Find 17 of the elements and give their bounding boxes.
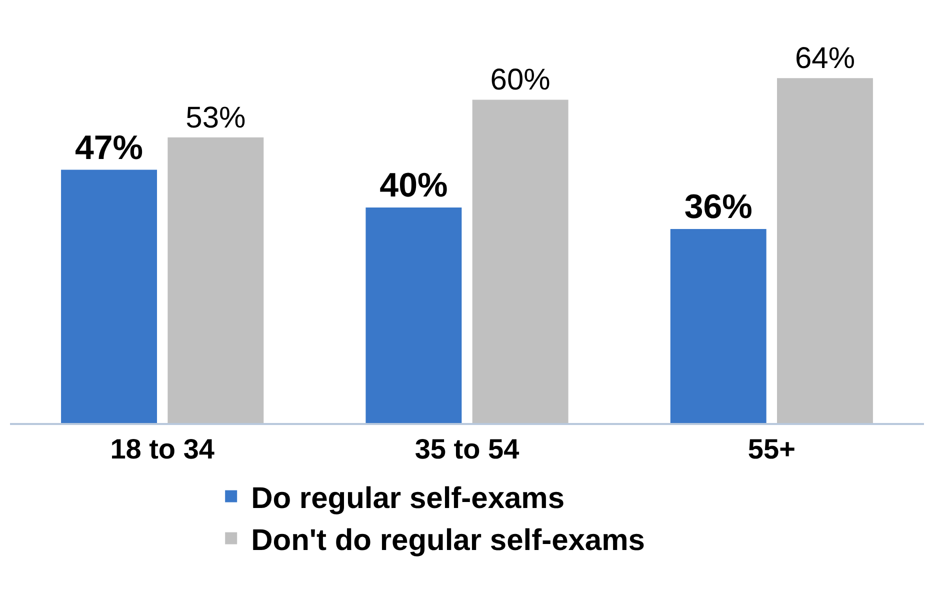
bar — [777, 78, 873, 423]
x-tick-label: 35 to 54 — [414, 434, 520, 465]
data-label: 53% — [186, 101, 246, 134]
data-label: 40% — [380, 166, 448, 204]
bar — [472, 100, 568, 423]
bar — [366, 207, 462, 423]
data-label: 47% — [74, 128, 144, 167]
bar — [168, 137, 264, 423]
x-tick-label: 18 to 34 — [110, 434, 215, 465]
legend-label: Don't do regular self-exams — [251, 524, 645, 557]
legend-label: Do regular self-exams — [251, 482, 565, 515]
x-tick-label: 55+ — [748, 434, 796, 465]
data-label: 64% — [794, 42, 856, 76]
data-label: 60% — [490, 64, 550, 97]
bar — [61, 170, 157, 423]
data-label: 36% — [684, 188, 752, 226]
bar — [670, 229, 766, 423]
